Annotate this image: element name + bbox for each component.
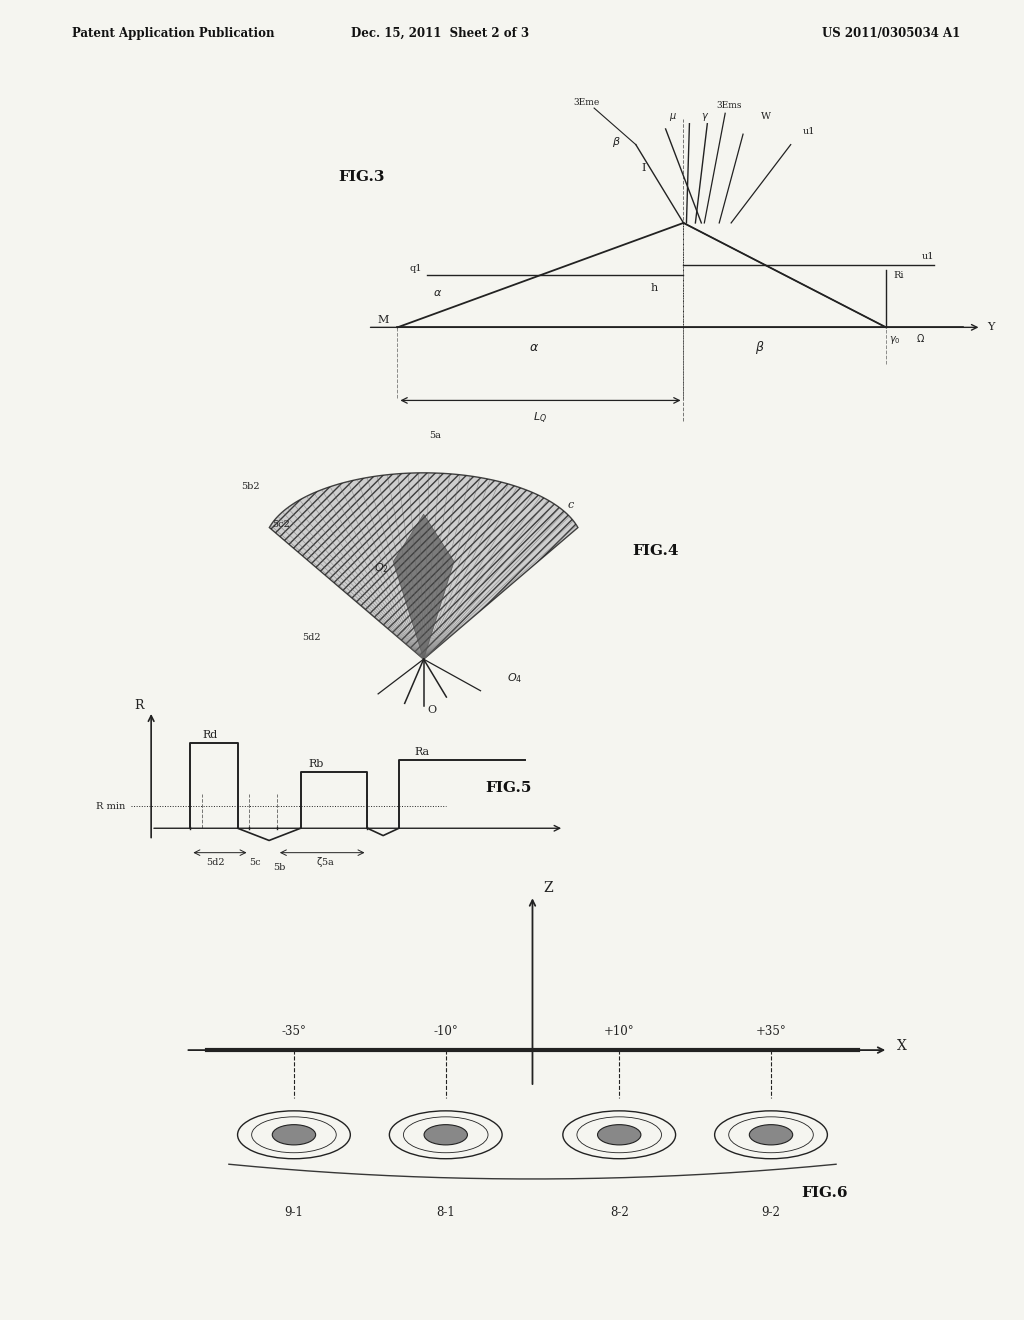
- Ellipse shape: [750, 1125, 793, 1144]
- Text: 8-1: 8-1: [436, 1205, 455, 1218]
- Text: Y: Y: [987, 322, 994, 333]
- Text: $\alpha$: $\alpha$: [528, 341, 539, 354]
- Text: R min: R min: [96, 801, 125, 810]
- Text: $\Omega$: $\Omega$: [915, 331, 925, 345]
- Text: US 2011/0305034 A1: US 2011/0305034 A1: [821, 26, 961, 40]
- Text: O: O: [427, 705, 436, 715]
- Text: W: W: [761, 111, 771, 120]
- Text: 5b2: 5b2: [242, 482, 260, 491]
- Text: 9-1: 9-1: [285, 1205, 303, 1218]
- Text: Ra: Ra: [415, 747, 430, 758]
- Text: FIG.3: FIG.3: [338, 170, 384, 185]
- Text: 3Ems: 3Ems: [716, 102, 741, 110]
- Text: FIG.6: FIG.6: [802, 1187, 848, 1200]
- Text: Patent Application Publication: Patent Application Publication: [72, 26, 274, 40]
- Text: 5b: 5b: [273, 863, 286, 871]
- Text: $O_2$: $O_2$: [375, 561, 389, 574]
- Text: 5c2: 5c2: [272, 520, 290, 529]
- Ellipse shape: [598, 1125, 641, 1144]
- Text: -35°: -35°: [282, 1026, 306, 1039]
- Text: 5a: 5a: [429, 432, 441, 441]
- Text: Rd: Rd: [203, 730, 217, 741]
- Text: +35°: +35°: [756, 1026, 786, 1039]
- Text: +10°: +10°: [604, 1026, 635, 1039]
- Text: 5c: 5c: [250, 858, 261, 867]
- Polygon shape: [269, 473, 578, 659]
- Text: Z: Z: [544, 880, 553, 895]
- Text: u1: u1: [922, 252, 934, 261]
- Text: 3Eme: 3Eme: [573, 99, 599, 107]
- Text: $L_Q$: $L_Q$: [534, 411, 548, 426]
- Text: Dec. 15, 2011  Sheet 2 of 3: Dec. 15, 2011 Sheet 2 of 3: [351, 26, 529, 40]
- Text: Ri: Ri: [893, 271, 904, 280]
- Text: FIG.5: FIG.5: [485, 780, 531, 795]
- Polygon shape: [393, 513, 454, 659]
- Text: $\alpha$: $\alpha$: [433, 288, 442, 298]
- Text: $\mathsf{\zeta}$5a: $\mathsf{\zeta}$5a: [316, 855, 335, 869]
- Text: Rb: Rb: [308, 759, 324, 770]
- Text: $\gamma_0$: $\gamma_0$: [889, 334, 901, 346]
- Text: FIG.4: FIG.4: [632, 544, 679, 558]
- Text: h: h: [650, 282, 658, 293]
- Text: M: M: [377, 315, 388, 325]
- Text: 5d2: 5d2: [302, 634, 321, 643]
- Text: 8-2: 8-2: [610, 1205, 629, 1218]
- Text: X: X: [897, 1039, 906, 1053]
- Ellipse shape: [424, 1125, 467, 1144]
- Text: -10°: -10°: [433, 1026, 458, 1039]
- Text: $\mu$: $\mu$: [669, 111, 677, 123]
- Text: $O_4$: $O_4$: [507, 672, 522, 685]
- Text: R: R: [134, 698, 144, 711]
- Text: 5d2: 5d2: [206, 858, 225, 867]
- Text: c: c: [567, 500, 574, 510]
- Text: $\beta$: $\beta$: [755, 339, 765, 356]
- Text: $\beta$: $\beta$: [612, 135, 621, 149]
- Ellipse shape: [272, 1125, 315, 1144]
- Text: q1: q1: [410, 264, 422, 273]
- Text: $\gamma$: $\gamma$: [701, 111, 710, 123]
- Text: 9-2: 9-2: [762, 1205, 780, 1218]
- Text: u1: u1: [803, 127, 815, 136]
- Text: I: I: [642, 162, 646, 173]
